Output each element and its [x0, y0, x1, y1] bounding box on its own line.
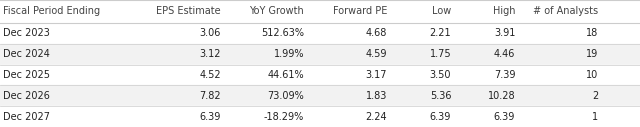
Text: Low: Low — [432, 6, 451, 16]
Text: 1.83: 1.83 — [366, 91, 387, 101]
Text: Forward PE: Forward PE — [333, 6, 387, 16]
Text: 6.39: 6.39 — [494, 112, 515, 122]
Bar — [0, 0, 640, 23]
Text: 1.75: 1.75 — [429, 49, 451, 59]
Text: 19: 19 — [586, 49, 598, 59]
Text: 6.39: 6.39 — [430, 112, 451, 122]
Text: High: High — [493, 6, 515, 16]
Text: 18: 18 — [586, 28, 598, 38]
Text: Dec 2024: Dec 2024 — [3, 49, 50, 59]
Text: 2: 2 — [592, 91, 598, 101]
Text: 4.68: 4.68 — [366, 28, 387, 38]
Text: 4.52: 4.52 — [199, 70, 221, 80]
Text: 2.21: 2.21 — [429, 28, 451, 38]
Bar — [0, 85, 640, 106]
Text: 73.09%: 73.09% — [268, 91, 304, 101]
Text: Dec 2025: Dec 2025 — [3, 70, 50, 80]
Bar — [0, 44, 640, 65]
Text: 5.36: 5.36 — [429, 91, 451, 101]
Text: 3.17: 3.17 — [365, 70, 387, 80]
Text: -18.29%: -18.29% — [264, 112, 304, 122]
Text: 4.59: 4.59 — [365, 49, 387, 59]
Text: 3.06: 3.06 — [200, 28, 221, 38]
Text: 10.28: 10.28 — [488, 91, 515, 101]
Text: Dec 2023: Dec 2023 — [3, 28, 50, 38]
Text: 3.91: 3.91 — [494, 28, 515, 38]
Text: 1: 1 — [592, 112, 598, 122]
Text: 512.63%: 512.63% — [261, 28, 304, 38]
Text: 3.12: 3.12 — [199, 49, 221, 59]
Text: 7.39: 7.39 — [493, 70, 515, 80]
Text: Dec 2027: Dec 2027 — [3, 112, 50, 122]
Text: Fiscal Period Ending: Fiscal Period Ending — [3, 6, 100, 16]
Text: 7.82: 7.82 — [199, 91, 221, 101]
Text: 10: 10 — [586, 70, 598, 80]
Text: 44.61%: 44.61% — [268, 70, 304, 80]
Bar — [0, 65, 640, 85]
Text: 3.50: 3.50 — [429, 70, 451, 80]
Text: 1.99%: 1.99% — [273, 49, 304, 59]
Text: 2.24: 2.24 — [365, 112, 387, 122]
Text: # of Analysts: # of Analysts — [533, 6, 598, 16]
Text: EPS Estimate: EPS Estimate — [156, 6, 221, 16]
Text: 4.46: 4.46 — [494, 49, 515, 59]
Text: YoY Growth: YoY Growth — [249, 6, 304, 16]
Text: Dec 2026: Dec 2026 — [3, 91, 50, 101]
Bar — [0, 106, 640, 127]
Text: 6.39: 6.39 — [200, 112, 221, 122]
Bar — [0, 23, 640, 44]
